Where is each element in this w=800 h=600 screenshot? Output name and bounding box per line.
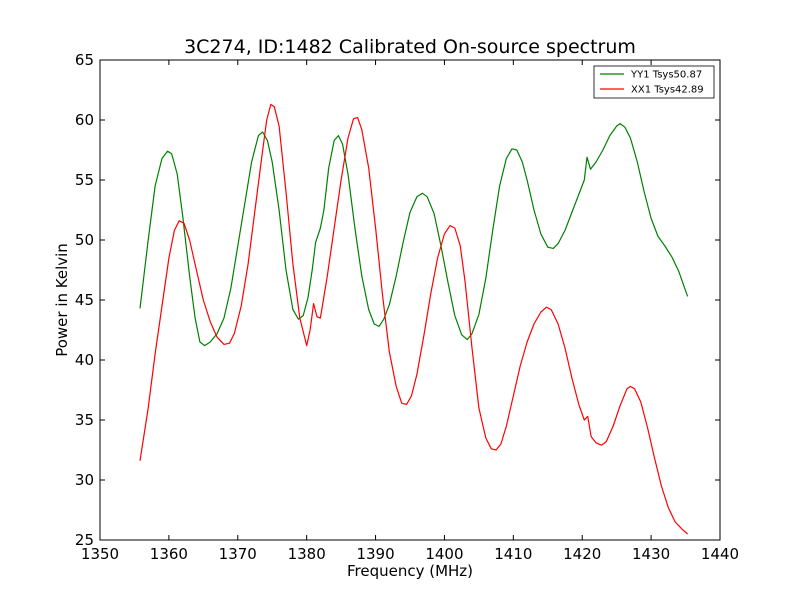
x-tick-label: 1400: [425, 545, 463, 563]
x-tick-label: 1440: [701, 545, 739, 563]
x-tick-labels: 1350 1360 1370 1380 1390 1400 1410 1420 1430 1440: [81, 545, 739, 563]
y-tick-labels: 25 30 35 40 45 50 55 60 65: [75, 51, 94, 549]
axis-ticks: [99, 59, 721, 541]
chart-title: 3C274, ID:1482 Calibrated On-source spec…: [184, 36, 636, 58]
legend: YY1 Tsys50.87 XX1 Tsys42.89: [593, 65, 715, 99]
series-line-xx1: [139, 103, 688, 535]
y-tick-label: 30: [75, 471, 94, 489]
x-tick-label: 1420: [563, 545, 601, 563]
y-axis-label: Power in Kelvin: [53, 243, 71, 357]
y-tick-label: 60: [75, 111, 94, 129]
legend-label-yy1: YY1 Tsys50.87: [630, 70, 702, 81]
y-tick-label: 45: [75, 291, 94, 309]
x-tick-label: 1390: [356, 545, 394, 563]
series-group: [139, 103, 689, 535]
x-tick-label: 1410: [494, 545, 532, 563]
series-line-yy1: [139, 123, 689, 347]
x-tick-label: 1360: [150, 545, 188, 563]
y-tick-label: 40: [75, 351, 94, 369]
legend-box: [593, 65, 715, 99]
x-axis-label: Frequency (MHz): [347, 562, 473, 580]
legend-label-xx1: XX1 Tsys42.89: [631, 85, 704, 96]
y-tick-label: 50: [75, 231, 94, 249]
y-tick-label: 65: [75, 51, 94, 69]
y-tick-label: 35: [75, 411, 94, 429]
x-tick-label: 1350: [81, 545, 119, 563]
x-tick-label: 1430: [632, 545, 670, 563]
y-tick-label: 25: [75, 531, 94, 549]
y-tick-label: 55: [75, 171, 94, 189]
plot-area: [99, 59, 721, 541]
x-tick-label: 1380: [288, 545, 326, 563]
x-tick-label: 1370: [219, 545, 257, 563]
